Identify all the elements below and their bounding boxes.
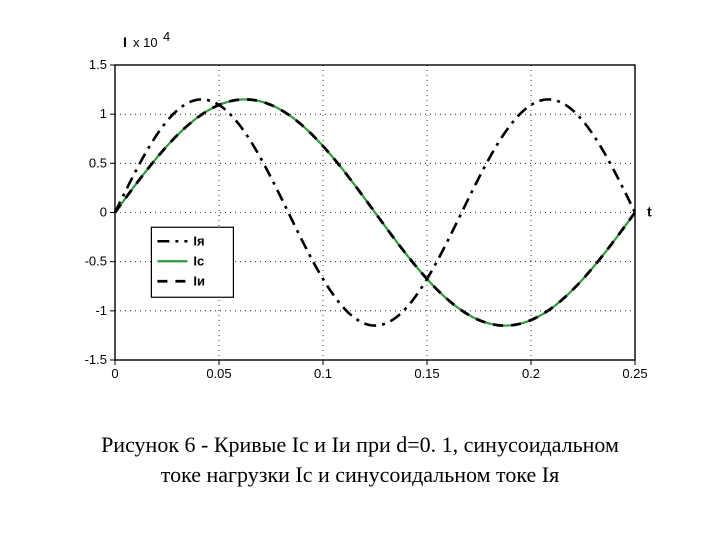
y-tick-label: 1.5: [89, 57, 107, 72]
y-tick-label: 0: [100, 205, 107, 220]
x-tick-label: 0.05: [206, 366, 231, 381]
y-tick-label: 1: [100, 106, 107, 121]
caption-line-2: токе нагрузки Ic и синусоидальном токе I…: [161, 462, 559, 487]
chart-container: 0 0.05 0.1 0.15 0.2 0.25 -1.5 -1 -0.5 0 0.5 1 1.5 Ix …: [60, 30, 660, 390]
x-tick-label: 0.1: [314, 366, 332, 381]
y-axis-exponent-sup: 4: [163, 30, 170, 44]
y-tick-label: -1.5: [85, 352, 107, 367]
x-axis-title: t: [647, 204, 652, 220]
page: 0 0.05 0.1 0.15 0.2 0.25 -1.5 -1 -0.5 0 0.5 1 1.5 Ix …: [0, 0, 720, 540]
y-tick-label: -0.5: [85, 254, 107, 269]
line-chart: 0 0.05 0.1 0.15 0.2 0.25 -1.5 -1 -0.5 0 0.5 1 1.5 Ix …: [60, 30, 660, 390]
x-tick-label: 0: [111, 366, 118, 381]
y-tick-label: -1: [95, 303, 107, 318]
figure-caption: Рисунок 6 - Кривые Ic и Iи при d=0. 1, с…: [0, 430, 720, 489]
y-axis-title-I: I: [123, 34, 127, 50]
legend-label-Iya: Iя: [193, 233, 204, 248]
legend-label-Ic: Ic: [193, 253, 204, 268]
chart-bg: [60, 30, 660, 390]
x-tick-label: 0.2: [522, 366, 540, 381]
y-axis-exponent: x 10: [133, 35, 158, 50]
x-tick-label: 0.15: [414, 366, 439, 381]
x-tick-label: 0.25: [622, 366, 647, 381]
legend-label-Ii: Iи: [193, 273, 205, 288]
y-tick-label: 0.5: [89, 155, 107, 170]
caption-line-1: Рисунок 6 - Кривые Ic и Iи при d=0. 1, с…: [101, 432, 619, 457]
